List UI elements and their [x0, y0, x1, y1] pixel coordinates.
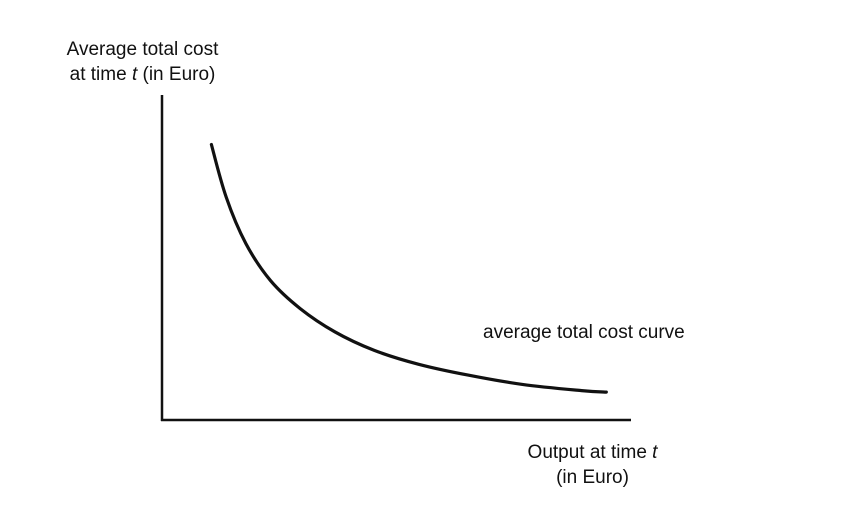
y-axis-label: Average total cost at time t (in Euro) — [40, 37, 245, 87]
series-layer — [209, 142, 608, 394]
average-total-cost-curve-line — [209, 142, 608, 394]
y-axis-label-line1: Average total cost — [66, 39, 219, 60]
series-label: average total cost curve — [483, 322, 685, 343]
y-axis-label-line2: at time t (in Euro) — [40, 62, 245, 87]
x-axis-label-line1: Output at time t — [495, 440, 690, 465]
x-axis-label-line2: (in Euro) — [556, 467, 629, 488]
x-axis-label: Output at time t (in Euro) — [495, 440, 690, 490]
y-axis-label-variable: t — [131, 64, 138, 85]
y-axis-label-suffix: (in Euro) — [137, 64, 216, 85]
y-axis-label-prefix: at time — [69, 64, 132, 85]
x-axis-label-variable: t — [652, 442, 658, 463]
x-axis-label-prefix: Output at time — [527, 442, 653, 463]
